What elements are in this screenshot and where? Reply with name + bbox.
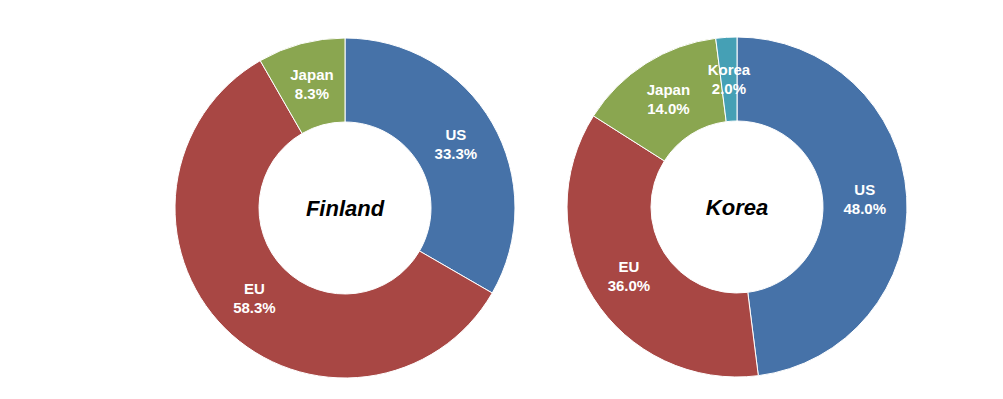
chart-root: US 33.3% EU 58.3% Japan 8.3% Finland US 48.0% EU 3… [0,0,1003,399]
slice-category: Japan [290,66,333,83]
slice-category: Japan [647,81,690,98]
data-label: 36.0% [608,277,651,294]
data-label: 8.3% [295,85,329,102]
donut-slice [260,38,345,133]
donut-chart: US 48.0% EU 36.0% Japan 14.0% Korea 2.0% Korea [567,37,907,377]
chart-title: Korea [706,195,768,220]
slice-category: Korea [708,61,751,78]
donut-slice [345,38,515,293]
slice-category: US [854,181,875,198]
donut-slice [593,38,726,161]
chart-canvas: US 33.3% EU 58.3% Japan 8.3% Finland US 48.0% EU 3… [0,0,1003,399]
slice-category: US [445,126,466,143]
data-label: 2.0% [712,80,746,97]
donut-chart: US 33.3% EU 58.3% Japan 8.3% Finland [175,38,515,378]
data-label: 14.0% [647,100,690,117]
data-label: 48.0% [843,200,886,217]
slice-category: EU [619,258,640,275]
data-label: 33.3% [435,145,478,162]
data-label: 58.3% [233,299,276,316]
chart-title: Finland [306,196,385,221]
slice-category: EU [244,280,265,297]
